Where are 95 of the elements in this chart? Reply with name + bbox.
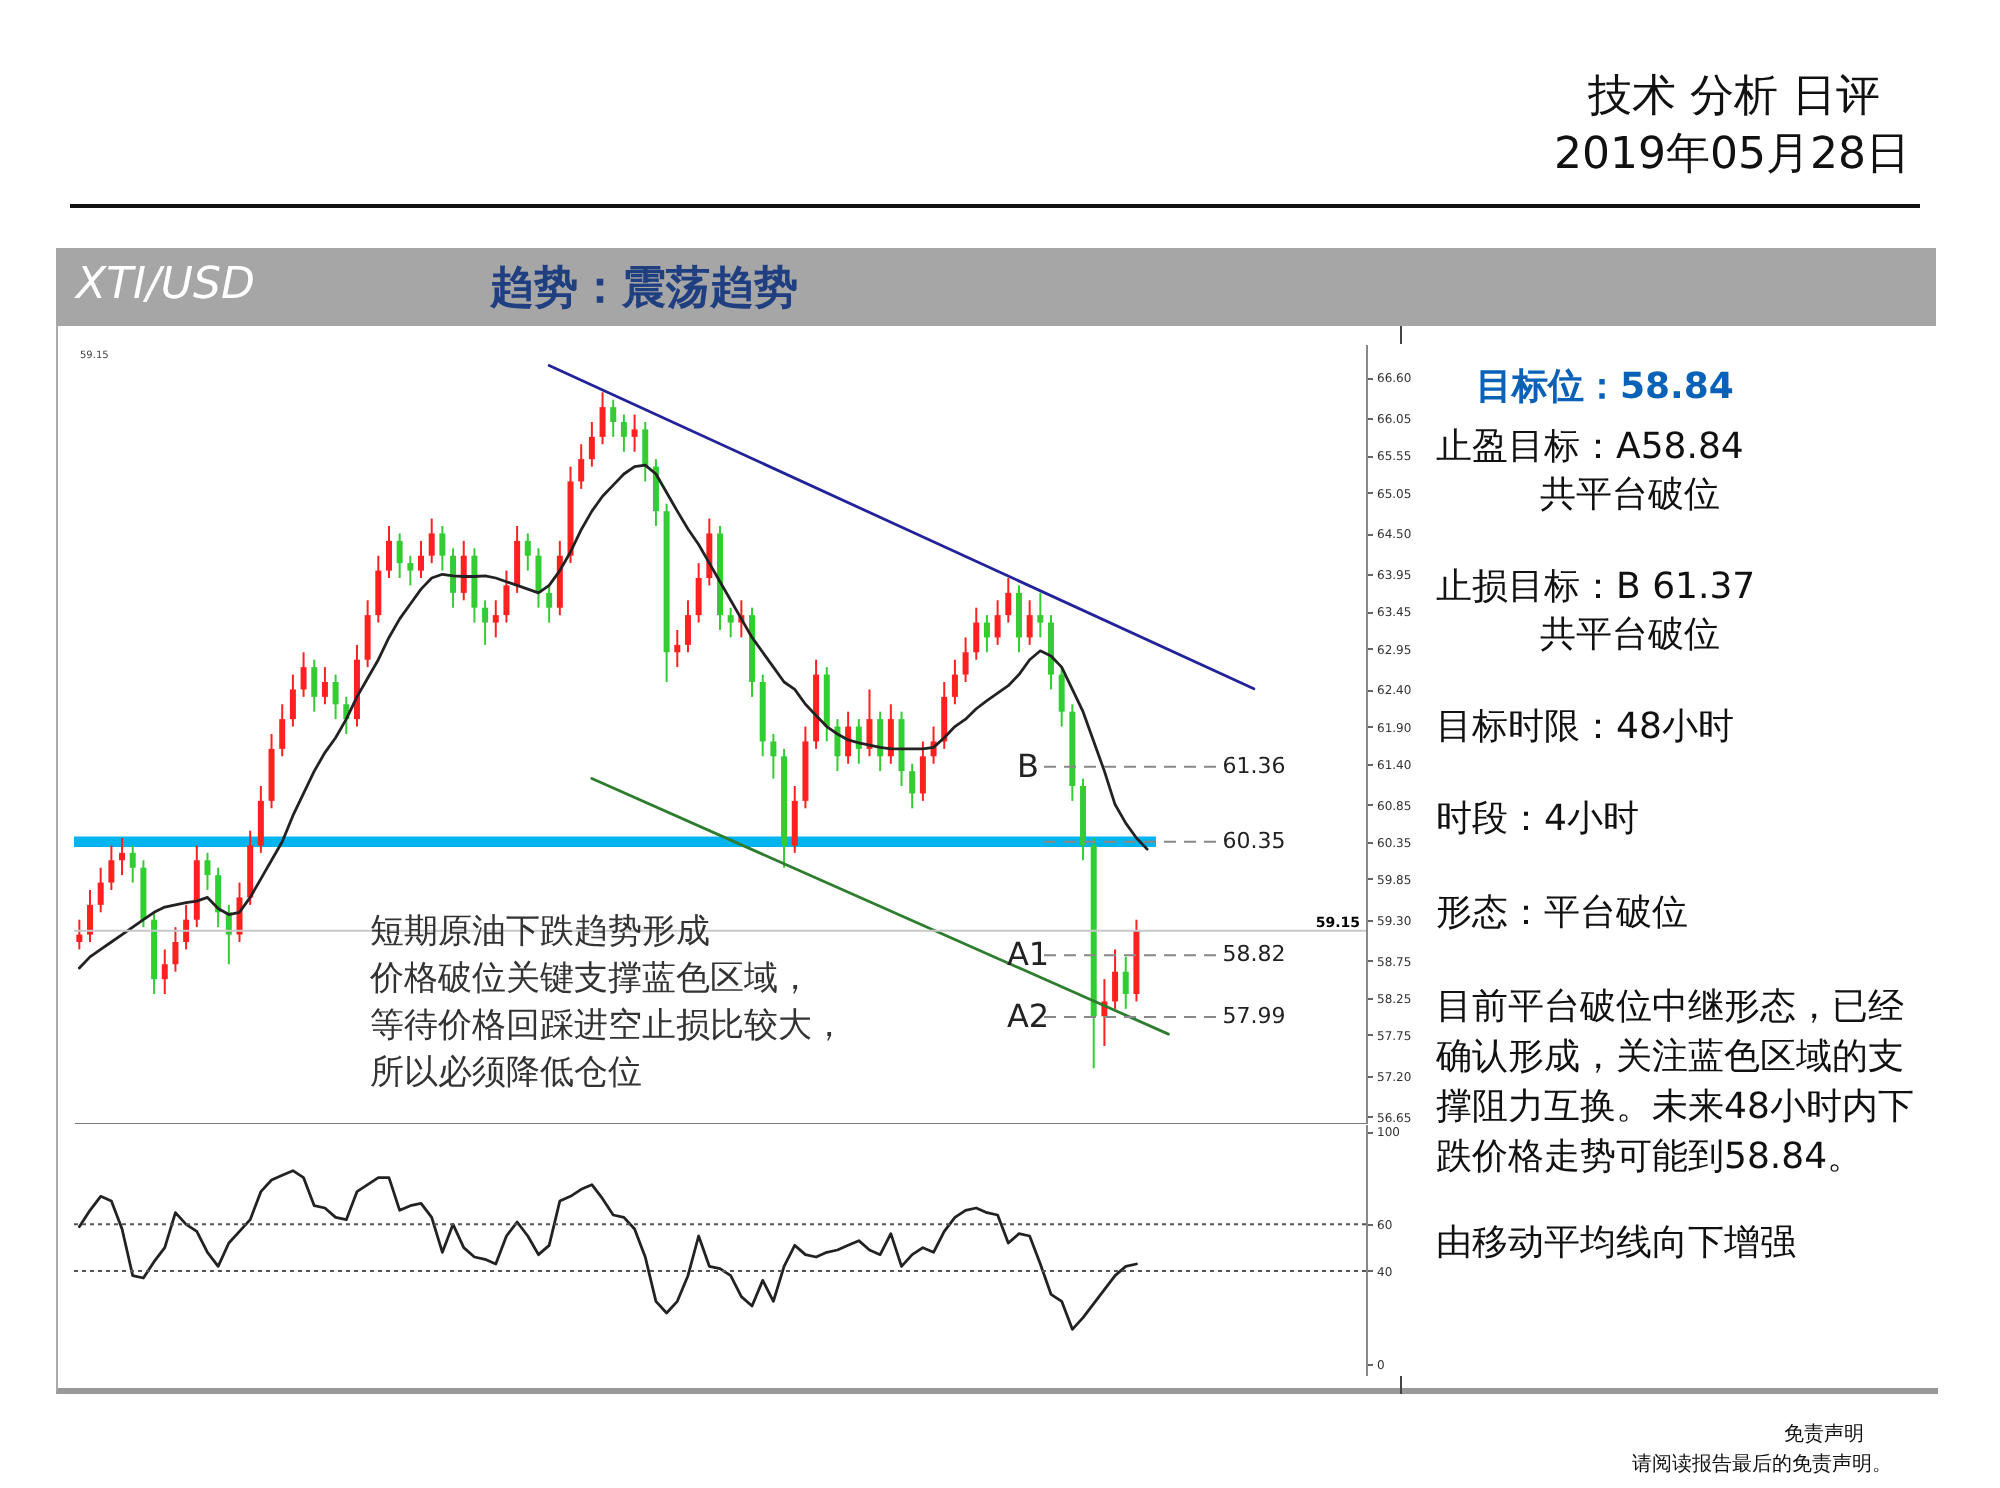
candlestick [279, 703, 286, 758]
candlestick [375, 554, 382, 624]
candlestick [503, 569, 510, 624]
candlestick [1037, 591, 1044, 639]
candlestick [674, 629, 681, 669]
annotation: 价格破位关键支撑蓝色区域， [368, 959, 812, 999]
candlestick [172, 926, 179, 973]
candlestick [610, 398, 617, 438]
text: 目标时限：48小时 [1436, 704, 1734, 752]
text: 2019年05月28日 [1554, 128, 1910, 184]
text: 请阅读报告最后的免责声明。 [1632, 1451, 1892, 1478]
candlestick [439, 525, 446, 572]
candlestick [1112, 948, 1119, 1010]
candlestick [87, 889, 94, 943]
annotation: 等待价格回踩进空止损比较大， [370, 1006, 846, 1046]
text: 技术 分析 日评 [1588, 70, 1880, 126]
candlestick [311, 658, 318, 713]
candlestick [215, 866, 222, 929]
candlestick [76, 918, 83, 951]
candlestick [524, 532, 531, 572]
candlestick [1058, 666, 1065, 728]
text: 时段：4小时 [1436, 796, 1639, 844]
line-series [77, 1169, 1138, 1331]
candlestick [204, 851, 211, 891]
candlestick [973, 606, 980, 661]
annotation: 短期原油下跌趋势形成 [370, 912, 710, 952]
text: 止损目标：B 61.37 [1436, 564, 1756, 612]
chart-subtitle: 趋势：震荡趋势 [490, 262, 798, 318]
candlestick [257, 785, 264, 854]
chart-title: XTI/USD [76, 260, 255, 310]
text: 目前平台破位中继形态，已经确认形成，关注蓝色区域的支撑阻力互换。未来48小时内下跌价格走势可能到58.84。 [1436, 984, 1916, 1182]
candlestick [514, 525, 521, 594]
annotation: 所以必须降低仓位 [370, 1053, 642, 1093]
ref-line-label: 61.36 [1222, 752, 1286, 779]
candlestick [364, 599, 371, 669]
candlestick [482, 599, 489, 646]
candlestick [599, 391, 606, 446]
candlestick [588, 421, 595, 468]
candlestick [1015, 584, 1022, 654]
candlestick [1005, 577, 1012, 624]
candlestick [877, 710, 884, 773]
candlestick [321, 666, 328, 706]
text: 止盈目标：A58.84 [1436, 424, 1744, 472]
candlestick [642, 421, 649, 483]
title-bar: XTI/USD 趋势：震荡趋势 [56, 248, 1936, 326]
candlestick [418, 539, 425, 579]
candlestick [962, 636, 969, 683]
ref-line-label: 58.82 [1222, 941, 1286, 968]
candlestick [994, 599, 1001, 646]
candlestick [119, 837, 126, 877]
ref-line-label: 57.99 [1222, 1003, 1286, 1030]
text: 形态：平台破位 [1436, 890, 1688, 938]
candlestick [396, 532, 403, 579]
candlestick [770, 733, 777, 780]
candlestick [887, 703, 894, 765]
candlestick [941, 681, 948, 750]
candlestick [909, 762, 916, 810]
candlestick [332, 673, 339, 721]
text: 目标位：58.84 [1476, 364, 1734, 410]
candlestick [1026, 599, 1033, 646]
annotation: B [1017, 746, 1039, 785]
ref-line-label: 60.35 [1222, 827, 1286, 854]
text: 免责声明 [1784, 1421, 1864, 1448]
candlestick [578, 443, 585, 490]
annotation: A1 [1006, 935, 1050, 974]
candlestick [385, 525, 392, 579]
text: 共平台破位 [1540, 612, 1720, 660]
candlestick [791, 785, 798, 854]
candlestick [129, 844, 136, 884]
candlestick [450, 547, 457, 609]
candlestick [460, 539, 467, 602]
candlestick [546, 584, 553, 624]
candlestick [866, 688, 873, 758]
candlestick [684, 599, 691, 654]
candlestick [620, 413, 627, 453]
candlestick [631, 413, 638, 453]
candlestick [289, 673, 296, 728]
text: 共平台破位 [1540, 472, 1720, 520]
candlestick [183, 903, 190, 951]
candlestick [407, 554, 414, 587]
candlestick [951, 658, 958, 706]
candlestick [535, 547, 542, 609]
candlestick [428, 517, 435, 565]
candlestick [300, 651, 307, 698]
candlestick [492, 599, 499, 639]
candlestick [1122, 955, 1129, 1010]
candlestick [161, 948, 168, 995]
annotation: A2 [1006, 997, 1050, 1036]
candlestick [695, 562, 702, 624]
candlestick [108, 844, 115, 891]
candlestick [919, 740, 926, 802]
candlestick [727, 606, 734, 639]
candlestick [983, 614, 990, 654]
candlestick [97, 866, 104, 914]
text: 由移动平均线向下增强 [1436, 1220, 1796, 1268]
